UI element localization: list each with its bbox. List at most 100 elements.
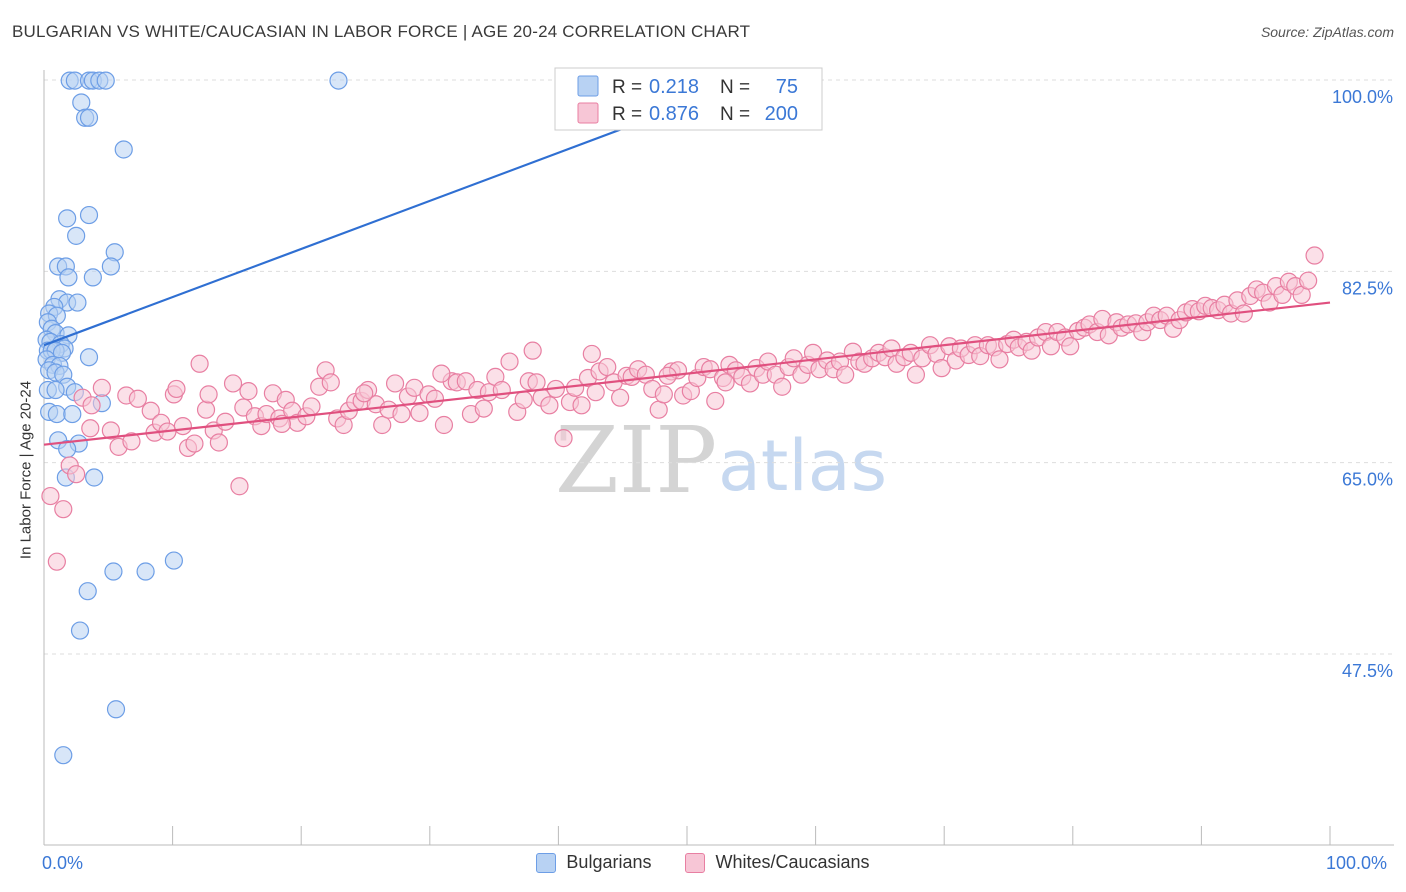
white-point [611, 388, 630, 407]
white-point [373, 415, 392, 435]
white-point [649, 400, 668, 419]
bulgarian-point [67, 226, 86, 245]
white-point [803, 343, 823, 362]
bulgarian-point [59, 268, 78, 287]
bulgarian-point [63, 404, 82, 424]
top-legend-r-value: 0.876 [649, 103, 699, 125]
bulgarian-point [79, 205, 99, 225]
white-point [572, 396, 591, 415]
y-tick-label: 82.5% [1342, 278, 1393, 298]
x-tick-label-min: 0.0% [42, 853, 84, 873]
white-point [355, 384, 374, 403]
white-point [47, 552, 66, 571]
legend-item-bulgarians[interactable]: Bulgarians [536, 852, 651, 873]
white-point [716, 373, 735, 392]
white-point [906, 365, 926, 384]
white-point [122, 432, 141, 451]
white-point [654, 385, 673, 404]
white-point [582, 344, 601, 364]
top-legend-r-label: R = [612, 77, 642, 98]
white-point [82, 396, 101, 415]
white-point [706, 391, 725, 411]
bulgarian-point [72, 93, 91, 112]
bulgarian-point [79, 108, 99, 127]
white-point [836, 365, 855, 384]
white-point [67, 465, 86, 484]
white-point [385, 374, 405, 393]
white-point [554, 429, 573, 448]
white-point [239, 382, 258, 401]
x-tick-label-max: 100.0% [1326, 853, 1388, 873]
bulgarian-point [106, 700, 126, 719]
white-point [230, 477, 249, 496]
bulgarian-point [329, 71, 348, 90]
top-legend-r-value: 0.218 [649, 76, 699, 98]
y-tick-label: 65.0% [1342, 470, 1393, 490]
white-point [173, 416, 192, 436]
legend-swatch-pink [685, 852, 706, 873]
white-point [199, 385, 218, 404]
top-legend-n-value: 75 [776, 76, 798, 98]
bulgarian-point [85, 468, 104, 487]
watermark-atlas: atlas [718, 425, 887, 507]
white-point [209, 433, 228, 452]
top-legend-swatch [577, 75, 599, 97]
bulgarian-point [78, 582, 97, 601]
white-point [1299, 271, 1318, 290]
y-tick-label: 100.0% [1332, 87, 1393, 107]
white-point [167, 379, 186, 399]
white-point [141, 401, 160, 420]
white-trend-line [43, 301, 1331, 446]
bulgarian-point [58, 209, 77, 228]
white-point [500, 352, 519, 371]
white-point [773, 377, 792, 396]
white-point [392, 404, 411, 424]
white-point [101, 421, 120, 440]
bottom-legend: Bulgarians Whites/Caucasians [0, 852, 1406, 873]
top-legend-n-label: N = [720, 77, 750, 98]
watermark-zip: ZIP [555, 407, 717, 514]
white-point [128, 389, 147, 408]
y-tick-label: 47.5% [1342, 661, 1393, 681]
white-point [216, 412, 235, 431]
bulgarian-point [83, 268, 102, 287]
bulgarian-point [79, 348, 99, 367]
white-point [492, 380, 511, 400]
top-legend-n-value: 200 [765, 103, 798, 125]
bulgarian-point [47, 404, 66, 424]
white-point [223, 374, 243, 393]
white-point [185, 434, 204, 453]
bulgarian-point [104, 562, 123, 581]
white-point [932, 359, 951, 378]
top-legend-box [554, 67, 823, 131]
white-point [598, 357, 617, 377]
white-point [410, 403, 429, 423]
bulgarian-point [46, 380, 65, 400]
white-point [740, 374, 760, 393]
white-point [190, 354, 209, 373]
bulgarian-point [101, 257, 120, 276]
white-point [81, 419, 100, 438]
white-point [586, 383, 605, 402]
bulgarian-point [96, 71, 115, 90]
white-point [474, 399, 493, 418]
white-point [1305, 246, 1324, 265]
white-point [527, 373, 546, 392]
legend-label-whites: Whites/Caucasians [715, 852, 870, 872]
white-point [321, 373, 340, 392]
white-point [54, 500, 73, 519]
legend-item-whites[interactable]: Whites/Caucasians [685, 852, 870, 873]
legend-label-bulgarians: Bulgarians [566, 852, 652, 872]
white-point [514, 390, 533, 409]
white-point [540, 396, 559, 415]
white-point [434, 415, 454, 435]
white-point [990, 350, 1009, 369]
white-point [1061, 337, 1080, 356]
bulgarian-point [70, 621, 90, 640]
chart-title: BULGARIAN VS WHITE/CAUCASIAN IN LABOR FO… [12, 22, 751, 41]
white-point [92, 378, 111, 397]
top-legend-swatch [577, 102, 599, 124]
bulgarian-point [136, 562, 155, 581]
top-legend-r-label: R = [612, 104, 642, 125]
